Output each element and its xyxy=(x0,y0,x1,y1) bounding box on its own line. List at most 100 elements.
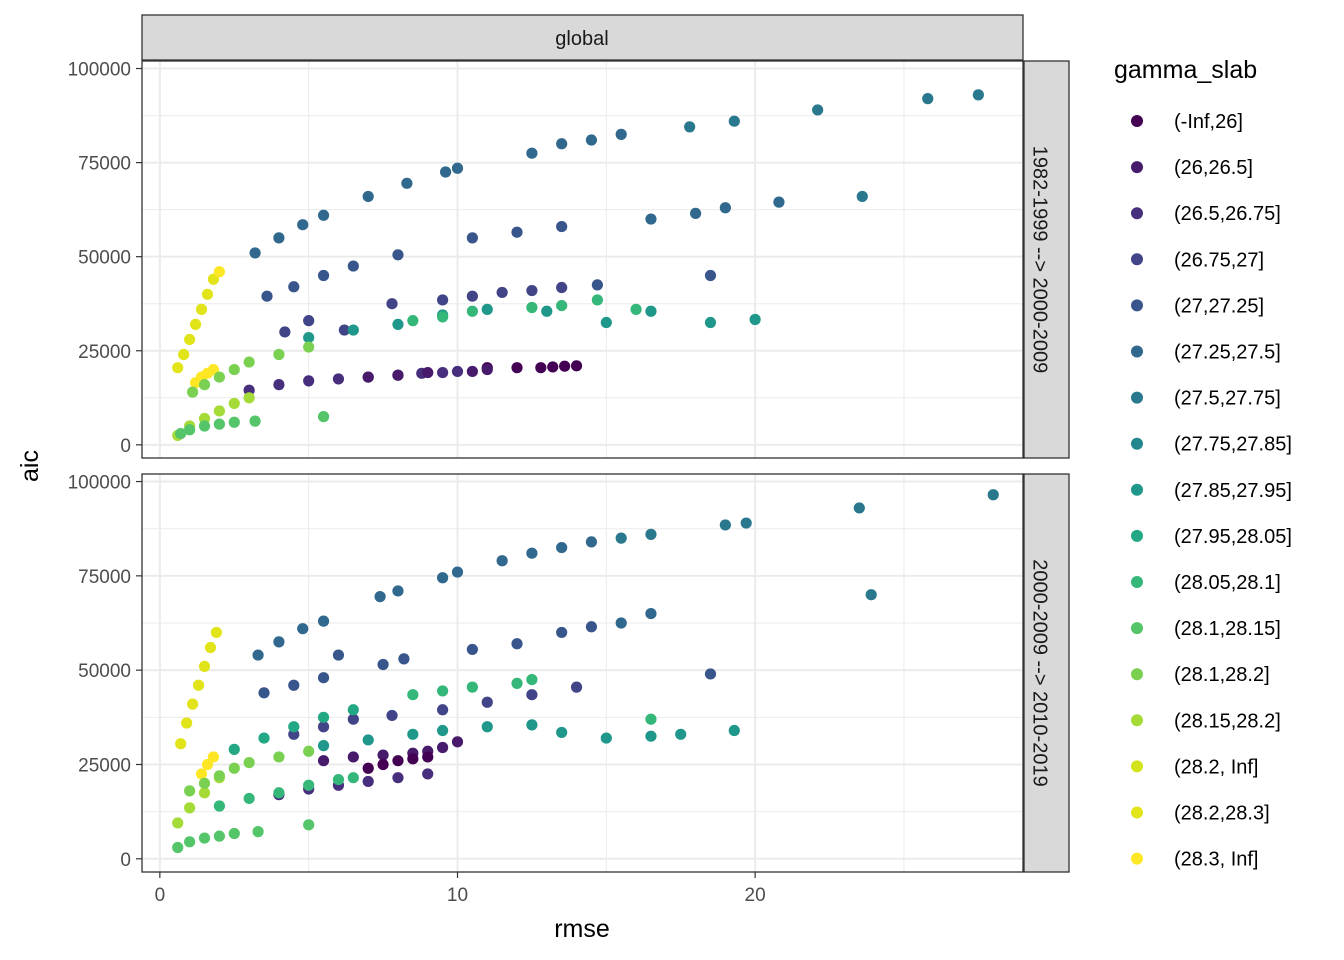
data-point xyxy=(374,591,386,603)
data-point xyxy=(511,677,523,689)
data-point xyxy=(600,316,612,329)
data-point xyxy=(407,753,419,765)
legend-item: (28.2, Inf] xyxy=(1131,756,1259,778)
data-point xyxy=(207,273,220,285)
data-point xyxy=(526,547,538,559)
legend-label: (26.75,27] xyxy=(1174,249,1264,271)
data-points xyxy=(172,489,999,854)
legend-key xyxy=(1131,345,1143,358)
data-point xyxy=(347,751,359,763)
legend-label: (27.25,27.5] xyxy=(1174,342,1281,364)
data-point xyxy=(392,249,404,261)
data-point xyxy=(451,566,464,578)
facet-strip-top xyxy=(141,14,1024,61)
data-point xyxy=(690,207,702,220)
legend-label: (28.1,28.2] xyxy=(1174,664,1270,686)
legend-key xyxy=(1131,437,1143,450)
data-point xyxy=(207,751,220,763)
data-point xyxy=(422,751,434,763)
data-point xyxy=(228,363,240,376)
x-axis-ticks: 0 10 20 xyxy=(155,872,766,906)
data-point xyxy=(317,711,330,723)
data-point xyxy=(288,679,300,691)
data-point xyxy=(273,232,285,244)
data-point xyxy=(392,369,404,381)
data-point xyxy=(392,755,404,767)
data-point xyxy=(377,758,389,771)
legend-item: (27.95,28.05] xyxy=(1131,526,1292,548)
legend-item: (27.5,27.75] xyxy=(1131,388,1281,410)
y-axis-ticks: 0 25000 50000 75000 100000 xyxy=(68,473,142,871)
data-point xyxy=(198,787,211,799)
y-tick-label: 25000 xyxy=(78,342,131,363)
legend-item: (26.75,27] xyxy=(1131,249,1264,271)
data-point xyxy=(377,658,389,671)
legend-label: (28.05,28.1] xyxy=(1174,572,1281,594)
data-point xyxy=(243,756,255,769)
data-point xyxy=(181,717,193,729)
data-point xyxy=(585,536,598,548)
data-point xyxy=(213,418,225,430)
data-point xyxy=(186,698,199,710)
data-point xyxy=(570,681,583,693)
data-point xyxy=(332,649,345,661)
data-point xyxy=(556,220,568,233)
data-point xyxy=(559,360,571,372)
data-point xyxy=(332,373,345,385)
data-point xyxy=(600,732,612,744)
data-point xyxy=(535,362,547,374)
data-point xyxy=(812,104,824,116)
data-point xyxy=(317,209,330,221)
data-point xyxy=(332,773,345,786)
data-point xyxy=(704,269,717,282)
data-point xyxy=(496,555,508,567)
facet-label-global: global xyxy=(555,28,608,50)
data-point xyxy=(987,489,999,501)
minor-x-grid xyxy=(308,474,905,872)
data-point xyxy=(481,696,493,708)
data-point xyxy=(615,128,627,140)
legend-item: (28.2,28.3] xyxy=(1131,803,1270,825)
legend-item: (26.5,26.75] xyxy=(1131,203,1281,225)
data-point xyxy=(303,819,315,831)
y-tick-label: 0 xyxy=(120,850,131,871)
data-point xyxy=(213,770,225,782)
data-point xyxy=(317,672,330,684)
data-point xyxy=(591,294,603,306)
data-point xyxy=(297,219,309,231)
data-point xyxy=(407,689,419,701)
data-point xyxy=(273,787,285,799)
data-point xyxy=(198,379,211,391)
data-point xyxy=(740,517,752,529)
data-point xyxy=(186,386,199,398)
data-point xyxy=(481,721,493,733)
data-point xyxy=(178,348,190,361)
data-point xyxy=(172,841,184,854)
data-point xyxy=(437,294,449,306)
y-tick-label: 0 xyxy=(120,436,131,457)
legend-items: (-Inf,26] (26,26.5] (26.5,26.75] (26.75,27]… xyxy=(1131,111,1292,871)
data-point xyxy=(466,305,478,317)
data-point xyxy=(317,269,330,282)
data-point xyxy=(273,751,285,763)
data-point xyxy=(317,721,330,733)
data-point xyxy=(398,653,410,665)
minor-y-grid xyxy=(142,528,1023,813)
panel-1982-2009: 0 25000 50000 75000 100000 xyxy=(68,60,1024,459)
data-point xyxy=(451,736,464,748)
data-point xyxy=(728,724,740,737)
data-point xyxy=(437,685,449,697)
data-point xyxy=(347,260,359,272)
data-point xyxy=(704,316,717,329)
data-point xyxy=(407,315,419,327)
data-point xyxy=(719,202,731,214)
data-point xyxy=(437,311,449,323)
data-point xyxy=(347,704,359,716)
data-point xyxy=(228,397,240,410)
data-point xyxy=(511,226,523,238)
data-point xyxy=(856,190,868,203)
y-axis-title: aic xyxy=(16,450,44,482)
legend-label: (27.5,27.75] xyxy=(1174,388,1281,410)
data-point xyxy=(317,740,330,752)
panel-border xyxy=(141,60,1024,459)
